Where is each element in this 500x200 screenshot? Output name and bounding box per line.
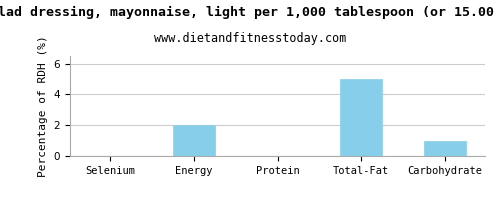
Y-axis label: Percentage of RDH (%): Percentage of RDH (%) <box>38 35 48 177</box>
Bar <box>172 125 214 156</box>
Bar <box>424 141 466 156</box>
Bar <box>340 79 382 156</box>
Text: www.dietandfitnesstoday.com: www.dietandfitnesstoday.com <box>154 32 346 45</box>
Text: Salad dressing, mayonnaise, light per 1,000 tablespoon (or 15.00 g): Salad dressing, mayonnaise, light per 1,… <box>0 6 500 19</box>
